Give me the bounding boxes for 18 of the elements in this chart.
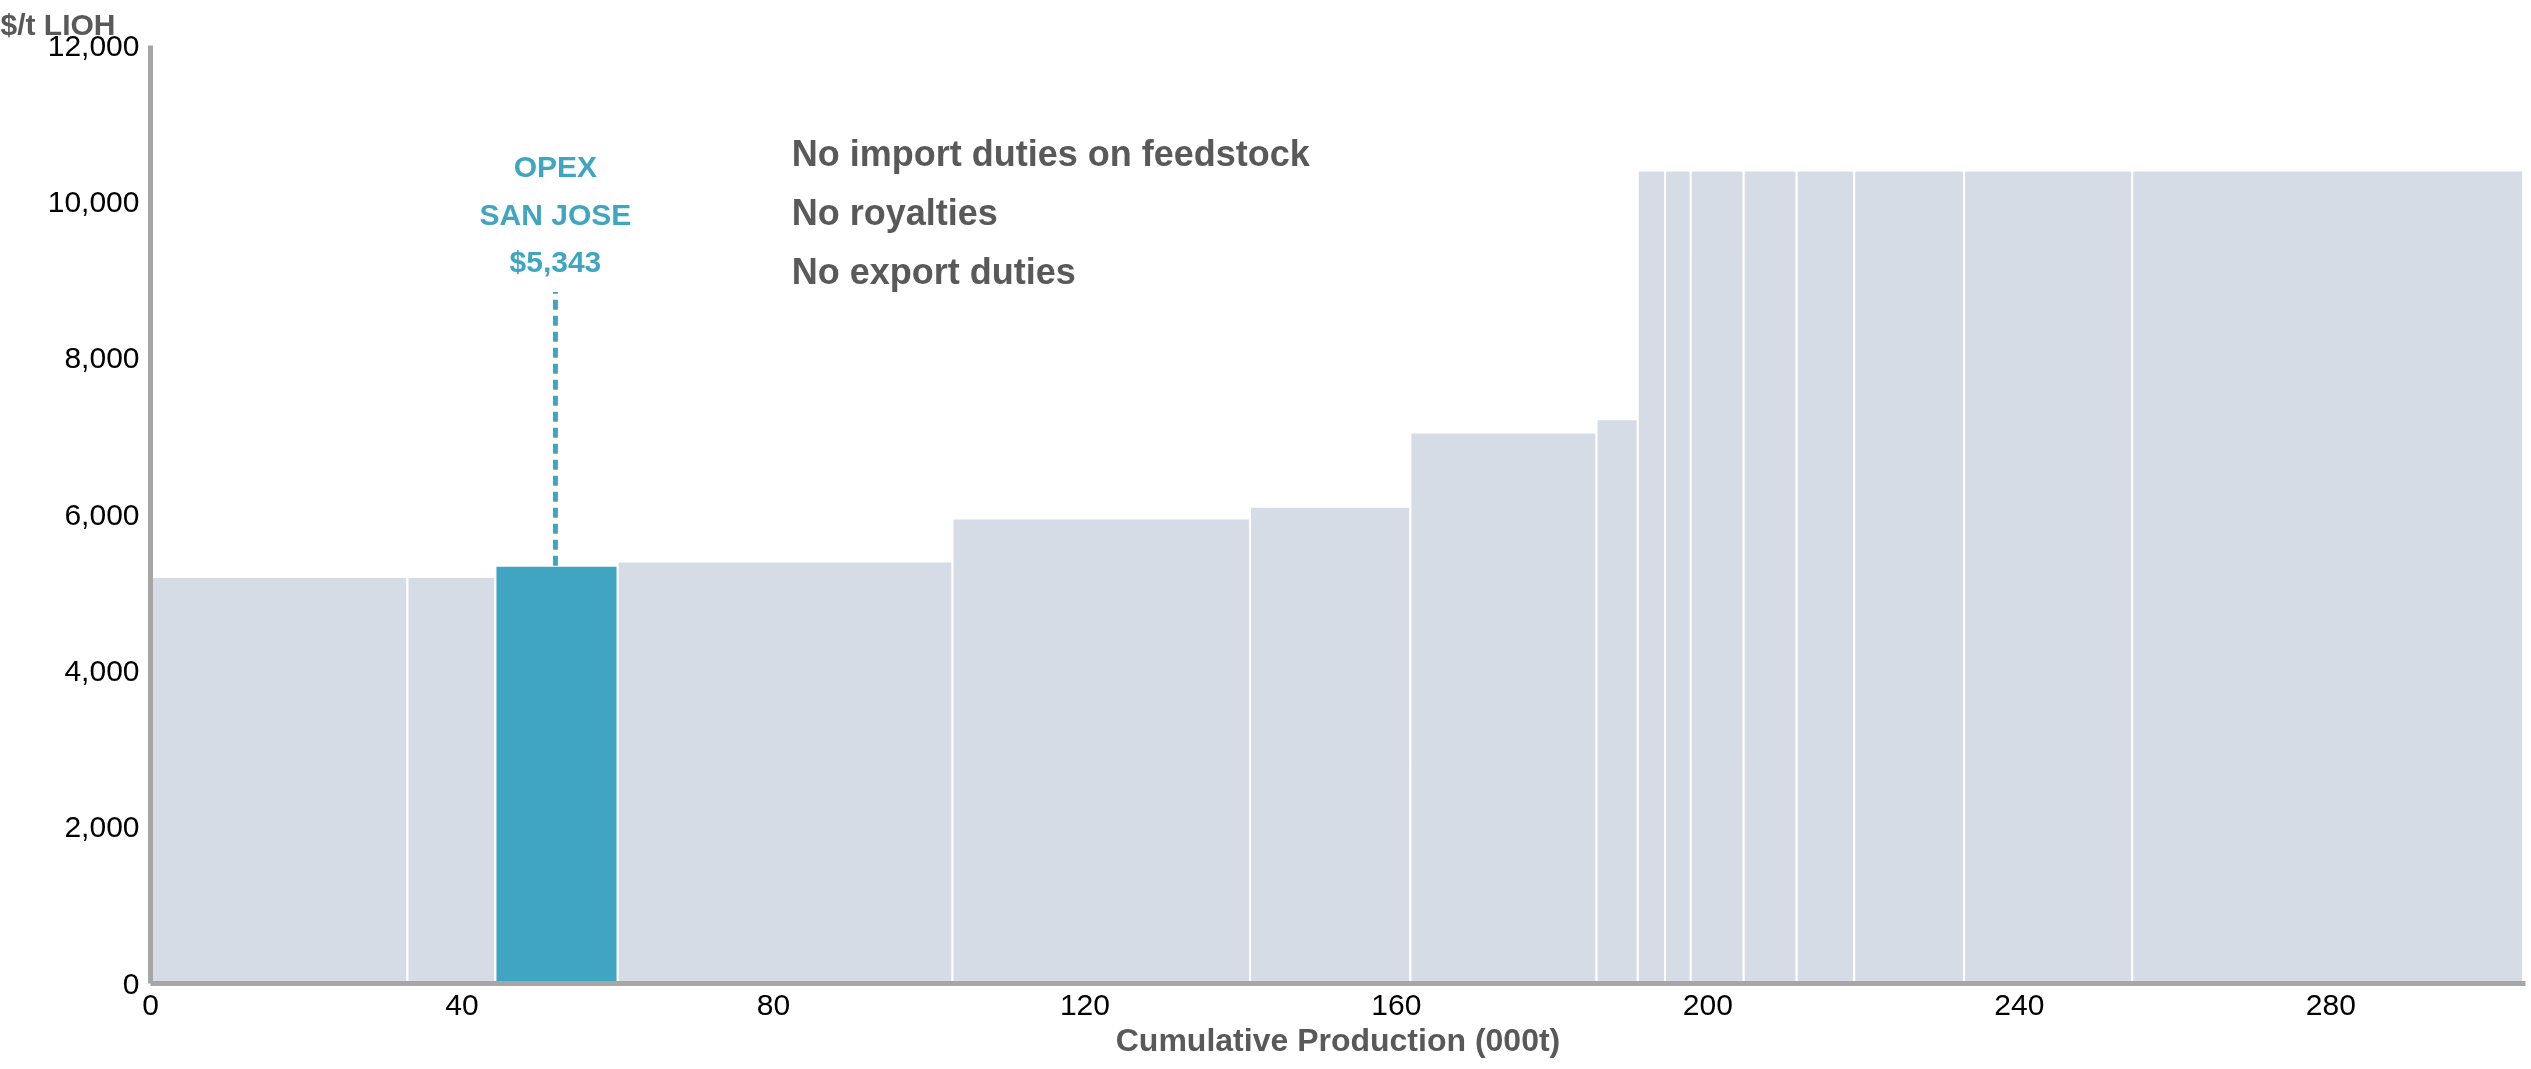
y-tick-label: 8,000	[64, 341, 140, 375]
x-tick-label: 160	[1371, 987, 1422, 1021]
y-tick-label: 4,000	[64, 653, 140, 687]
x-axis-title: Cumulative Production (000t)	[1115, 1021, 1561, 1058]
x-tick-label: 280	[2305, 987, 2356, 1021]
y-tick-label: 6,000	[64, 497, 140, 531]
annotation: No import duties on feedstock	[791, 132, 1311, 174]
x-tick-label: 120	[1059, 987, 1110, 1021]
y-tick-label: 10,000	[47, 184, 140, 218]
annotation: OPEX SAN JOSE $5,343	[479, 149, 632, 279]
y-tick-label: 2,000	[64, 810, 140, 844]
x-tick-label: 240	[1994, 987, 2045, 1021]
x-tick-label: 40	[445, 987, 479, 1021]
annotation: No royalties	[791, 191, 998, 233]
annotation: No export duties	[791, 251, 1076, 293]
x-tick-label: 200	[1682, 987, 1733, 1021]
x-tick-label: 80	[756, 987, 791, 1021]
y-tick-label: 0	[122, 966, 140, 1000]
